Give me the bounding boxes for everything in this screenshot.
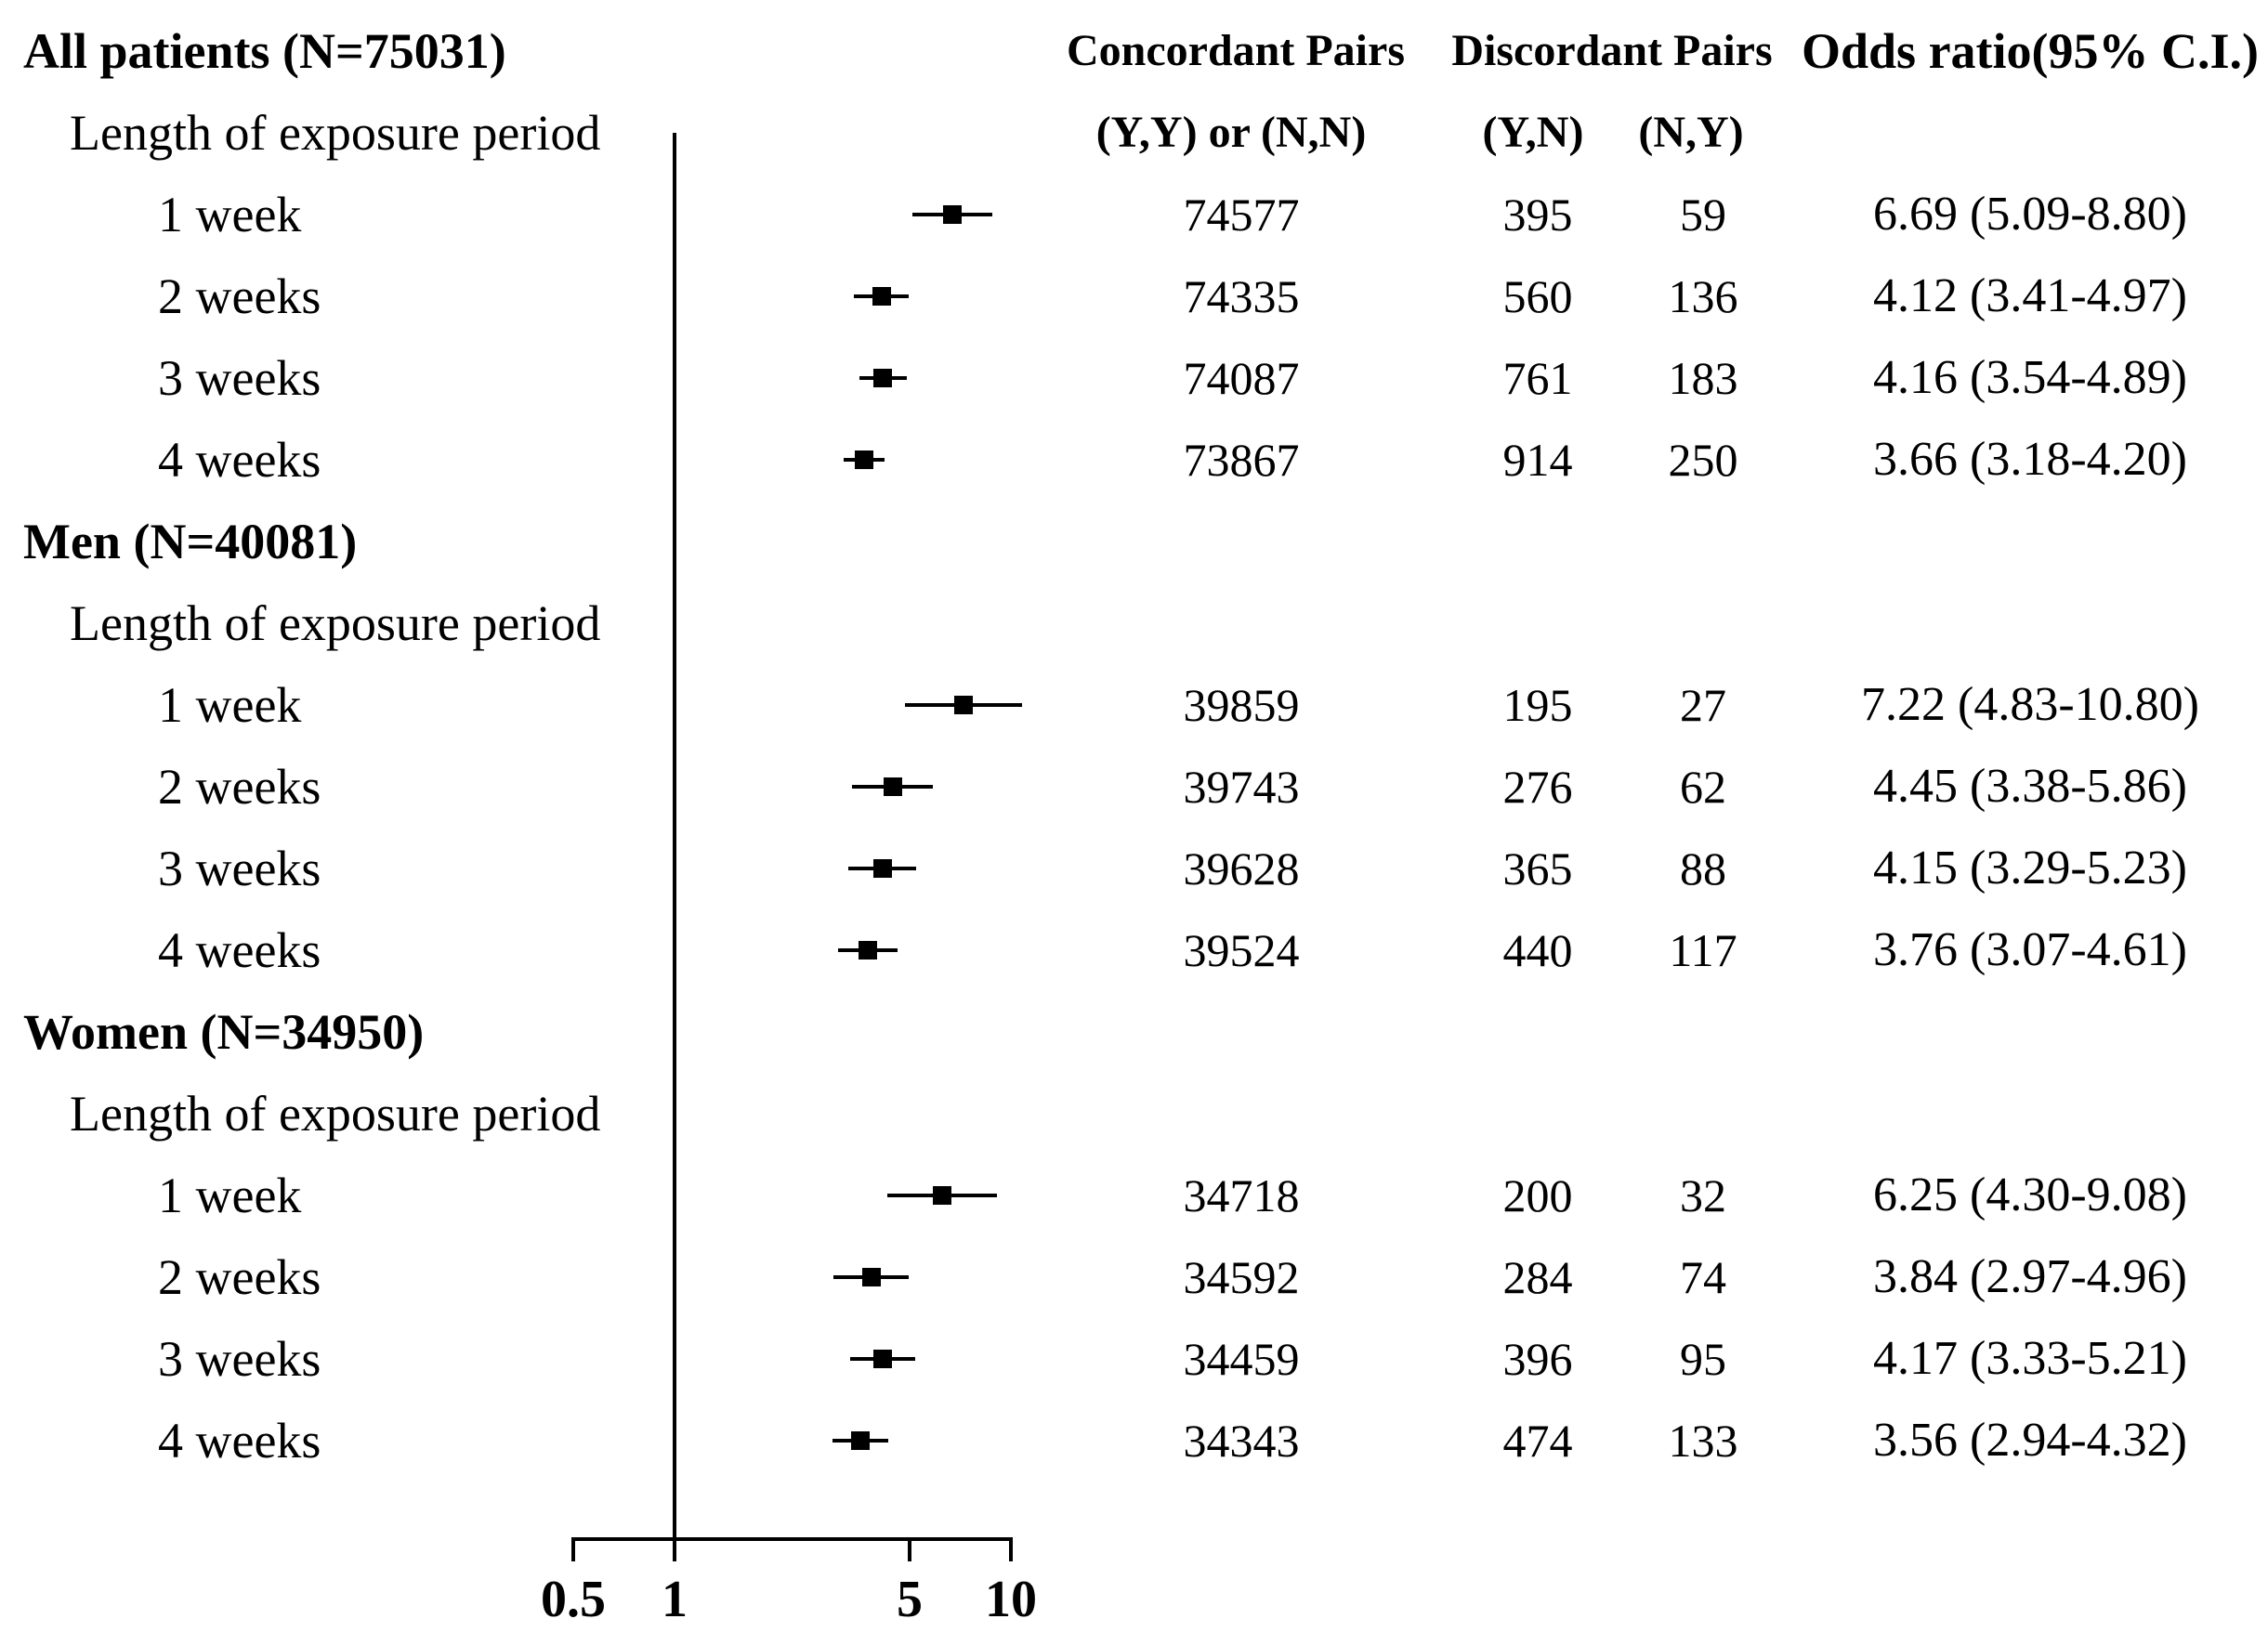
row-label: 3 weeks [158,841,321,896]
row-label: 4 weeks [158,432,321,488]
axis-tick [908,1537,912,1561]
concordant-value: 39628 [1183,842,1300,894]
odds-ratio-value: 6.69 (5.09-8.80) [1873,188,2187,241]
discordant-yn-value: 395 [1502,189,1573,241]
row-label: 4 weeks [158,922,321,978]
discordant-ny-value: 59 [1680,189,1726,241]
discordant-ny-value: 32 [1680,1169,1726,1221]
row-label: 1 week [158,677,302,733]
discordant-yn-value: 276 [1502,761,1573,813]
concordant-value: 39859 [1183,679,1300,731]
axis-tick-label: 5 [897,1571,924,1628]
axis-tick [1009,1537,1013,1561]
concordant-value: 34592 [1183,1251,1300,1303]
discordant-ny-value: 62 [1680,761,1726,813]
col-header-discordant-pairs: Discordant Pairs [1451,26,1773,75]
discordant-ny-value: 133 [1668,1415,1738,1467]
or-marker [872,287,891,306]
or-marker [883,777,902,796]
odds-ratio-value: 3.84 (2.97-4.96) [1873,1250,2187,1303]
discordant-yn-value: 396 [1502,1333,1573,1385]
or-marker [872,859,892,878]
discordant-ny-value: 136 [1668,270,1738,322]
axis-tick-label: 10 [985,1571,1037,1628]
odds-ratio-value: 4.15 (3.29-5.23) [1873,842,2187,894]
x-axis-line [573,1537,1011,1541]
discordant-ny-value: 183 [1668,352,1738,404]
odds-ratio-value: 3.66 (3.18-4.20) [1873,433,2187,486]
or-marker [933,1186,952,1205]
discordant-ny-value: 88 [1680,842,1726,894]
group-header: Women (N=34950) [23,1004,425,1060]
concordant-value: 39743 [1183,761,1300,813]
row-label: 3 weeks [158,350,321,406]
discordant-ny-value: 250 [1668,434,1738,486]
group-header: Men (N=40081) [23,514,358,569]
discordant-yn-value: 440 [1502,924,1573,976]
row-label: 3 weeks [158,1331,321,1387]
or-marker [854,450,873,469]
or-marker [850,1431,870,1450]
concordant-value: 34718 [1183,1169,1300,1221]
section-sublabel: Length of exposure period [70,595,601,651]
discordant-yn-value: 195 [1502,679,1573,731]
discordant-yn-value: 200 [1502,1169,1573,1221]
concordant-value: 34459 [1183,1333,1300,1385]
odds-ratio-value: 4.17 (3.33-5.21) [1873,1332,2187,1385]
or-marker [859,941,878,960]
axis-tick [571,1537,576,1561]
or-marker [942,205,962,224]
row-label: 2 weeks [158,1249,321,1305]
odds-ratio-value: 3.56 (2.94-4.32) [1873,1414,2187,1467]
discordant-yn-value: 761 [1502,352,1573,404]
group-header: All patients (N=75031) [23,23,506,79]
or-marker [873,369,893,387]
discordant-yn-value: 474 [1502,1415,1573,1467]
col-subheader-discordant-ny: (N,Y) [1638,108,1744,157]
discordant-ny-value: 27 [1680,679,1726,731]
concordant-value: 74577 [1183,189,1300,241]
discordant-yn-value: 284 [1502,1251,1573,1303]
concordant-value: 39524 [1183,924,1300,976]
discordant-ny-value: 117 [1669,924,1737,976]
col-header-odds-ratio: Odds ratio(95% C.I.) [1801,23,2260,79]
row-label: 2 weeks [158,759,321,815]
or-marker [953,696,973,714]
row-label: 2 weeks [158,268,321,324]
section-sublabel: Length of exposure period [70,1086,601,1142]
col-subheader-discordant-yn: (Y,N) [1482,108,1584,157]
odds-ratio-value: 4.45 (3.38-5.86) [1873,760,2187,813]
odds-ratio-value: 4.12 (3.41-4.97) [1873,269,2187,322]
row-label: 4 weeks [158,1413,321,1469]
concordant-value: 34343 [1183,1415,1300,1467]
concordant-value: 74087 [1183,352,1300,404]
axis-tick-label: 0.5 [541,1571,607,1628]
discordant-ny-value: 74 [1680,1251,1726,1303]
concordant-value: 74335 [1183,270,1300,322]
discordant-yn-value: 365 [1502,842,1573,894]
or-marker [861,1268,881,1286]
concordant-value: 73867 [1183,434,1300,486]
section-sublabel: Length of exposure period [70,105,601,161]
axis-tick [673,1537,676,1561]
odds-ratio-value: 3.76 (3.07-4.61) [1873,923,2187,976]
reference-line [673,133,676,1541]
axis-tick-label: 1 [662,1571,688,1628]
discordant-yn-value: 560 [1502,270,1573,322]
col-subheader-concordant-pairs: (Y,Y) or (N,N) [1095,108,1367,157]
row-label: 1 week [158,1168,302,1223]
odds-ratio-value: 6.25 (4.30-9.08) [1873,1169,2187,1221]
odds-ratio-value: 7.22 (4.83-10.80) [1861,678,2199,731]
row-label: 1 week [158,187,302,242]
col-header-concordant-pairs: Concordant Pairs [1067,26,1405,75]
odds-ratio-value: 4.16 (3.54-4.89) [1873,351,2187,404]
or-marker [873,1350,893,1368]
discordant-yn-value: 914 [1502,434,1573,486]
discordant-ny-value: 95 [1680,1333,1726,1385]
